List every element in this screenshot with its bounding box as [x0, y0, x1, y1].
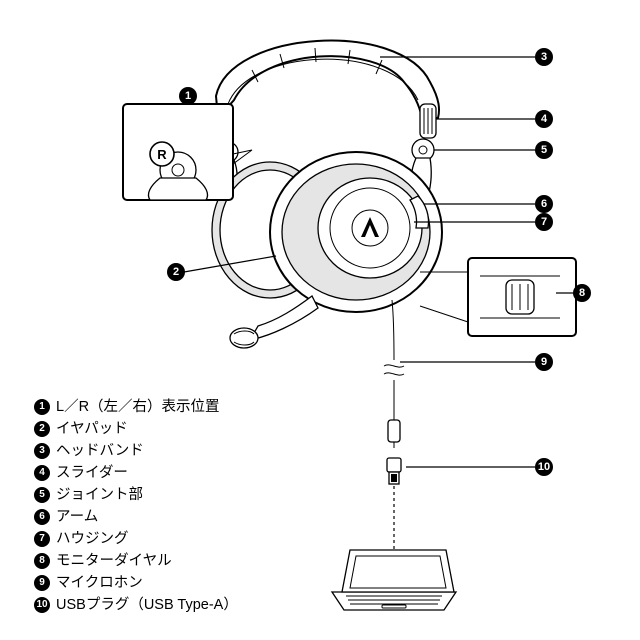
legend-label: イヤパッド	[56, 418, 128, 440]
legend-label: スライダー	[56, 462, 128, 484]
callout-6: 6	[535, 195, 553, 213]
legend-label: L／R（左／右）表示位置	[56, 396, 220, 418]
legend-row: 9 マイクロホン	[34, 572, 238, 594]
callout-10: 10	[535, 458, 553, 476]
legend-row: 4 スライダー	[34, 462, 238, 484]
callout-8: 8	[573, 284, 591, 302]
legend-num: 6	[34, 509, 50, 525]
legend-num: 7	[34, 531, 50, 547]
diagram-stage: R	[0, 0, 640, 640]
legend-label: マイクロホン	[56, 572, 143, 594]
legend-row: 2 イヤパッド	[34, 418, 238, 440]
callout-1: 1	[179, 87, 197, 105]
legend-label: ヘッドバンド	[56, 440, 144, 462]
legend-num: 4	[34, 465, 50, 481]
legend-row: 7 ハウジング	[34, 528, 238, 550]
callout-7: 7	[535, 213, 553, 231]
legend-label: アーム	[56, 506, 98, 528]
legend-num: 5	[34, 487, 50, 503]
legend-label: ジョイント部	[56, 484, 143, 506]
svg-text:R: R	[157, 147, 167, 162]
legend-num: 1	[34, 399, 50, 415]
legend-row: 8 モニターダイヤル	[34, 550, 238, 572]
legend-num: 2	[34, 421, 50, 437]
legend-row: 1 L／R（左／右）表示位置	[34, 396, 238, 418]
callout-5: 5	[535, 141, 553, 159]
legend-label: ハウジング	[56, 528, 129, 550]
callout-4: 4	[535, 110, 553, 128]
legend: 1 L／R（左／右）表示位置 2 イヤパッド 3 ヘッドバンド 4 スライダー …	[34, 396, 238, 616]
legend-label: モニターダイヤル	[56, 550, 172, 572]
legend-row: 5 ジョイント部	[34, 484, 238, 506]
legend-num: 9	[34, 575, 50, 591]
legend-num: 10	[34, 597, 50, 613]
legend-num: 8	[34, 553, 50, 569]
callout-3: 3	[535, 48, 553, 66]
legend-label: USBプラグ（USB Type-A）	[56, 594, 238, 616]
legend-row: 3 ヘッドバンド	[34, 440, 238, 462]
legend-num: 3	[34, 443, 50, 459]
callout-9: 9	[535, 353, 553, 371]
legend-row: 10 USBプラグ（USB Type-A）	[34, 594, 238, 616]
legend-row: 6 アーム	[34, 506, 238, 528]
callout-2: 2	[167, 263, 185, 281]
